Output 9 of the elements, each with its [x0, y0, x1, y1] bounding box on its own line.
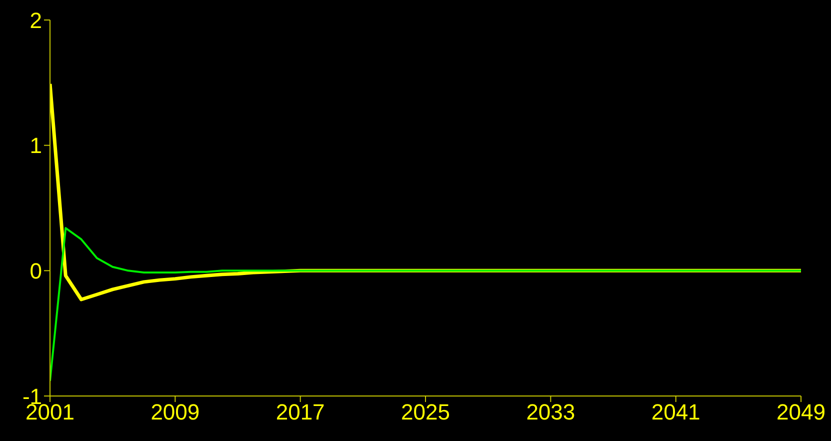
x-tick-label: 2009 [150, 400, 200, 425]
y-tick-label: 0 [30, 258, 42, 284]
x-tick-label: 2049 [776, 400, 826, 425]
x-tick-label: 2017 [276, 400, 325, 425]
y-tick-label: 1 [30, 133, 42, 158]
x-tick-label: 2025 [401, 400, 450, 425]
x-tick-label: 2033 [526, 400, 576, 425]
y-tick-label: 2 [30, 8, 42, 33]
x-tick-label: 2041 [651, 400, 700, 425]
